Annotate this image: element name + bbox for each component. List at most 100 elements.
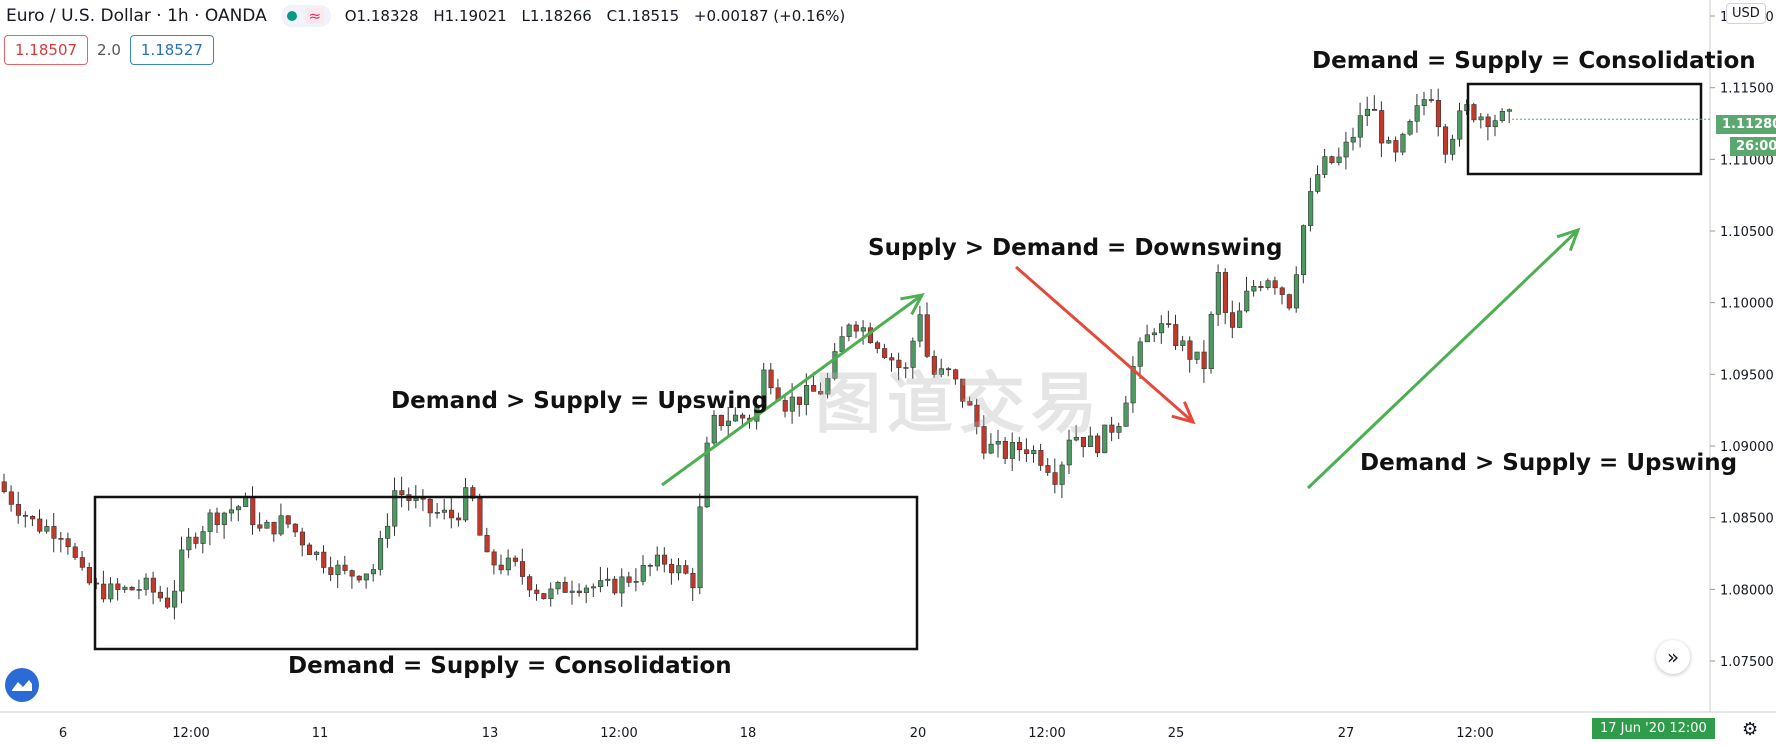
candle-body <box>392 490 398 527</box>
close-label: C <box>606 7 618 25</box>
tradingview-logo-icon[interactable] <box>5 668 39 702</box>
candle-body <box>1024 449 1030 454</box>
candle-body <box>1450 138 1456 155</box>
candle-body <box>683 565 689 574</box>
candle <box>1428 89 1434 103</box>
candle <box>250 486 256 535</box>
candle-body <box>65 538 71 548</box>
arrow-head <box>1556 227 1581 252</box>
candle <box>697 493 703 595</box>
candle <box>1421 91 1427 116</box>
scroll-to-realtime-button[interactable]: » <box>1656 640 1690 674</box>
candle <box>647 563 653 577</box>
candle-body <box>1109 424 1115 433</box>
sell-button[interactable]: 1.18507 <box>4 35 89 65</box>
candle <box>427 498 433 527</box>
candle-body <box>200 531 206 544</box>
candle-body <box>285 515 291 525</box>
candle <box>484 527 490 553</box>
candle-body <box>796 396 803 405</box>
candle-body <box>1208 314 1214 369</box>
price-tick-label: 1.11000 <box>1720 153 1774 168</box>
candle <box>995 429 1001 458</box>
gear-icon[interactable]: ⚙ <box>1742 719 1759 740</box>
candle <box>945 367 952 377</box>
candle <box>519 548 526 585</box>
candle-body <box>420 497 426 500</box>
low-label: L <box>521 7 530 25</box>
candle-body <box>1471 104 1477 121</box>
symbol-title[interactable]: Euro / U.S. Dollar · 1h · OANDA <box>6 6 267 26</box>
candle <box>186 527 192 558</box>
candle-body <box>619 576 625 594</box>
candle-body <box>108 583 114 600</box>
candle <box>136 579 142 600</box>
market-status-toggle[interactable]: ≈ <box>280 5 331 27</box>
candle <box>399 476 405 508</box>
candle <box>236 504 242 522</box>
candle <box>1443 123 1449 164</box>
price-tick-label: 1.08000 <box>1720 583 1774 598</box>
candle-body <box>903 367 909 369</box>
candle <box>1400 132 1406 156</box>
candle <box>967 396 973 406</box>
candle <box>612 576 618 595</box>
candle-body <box>434 512 440 514</box>
candle <box>725 407 732 438</box>
candle <box>1237 302 1243 329</box>
candle <box>1208 311 1214 374</box>
candle-body <box>448 509 455 519</box>
candle <box>1279 286 1285 305</box>
candle-body <box>569 590 575 593</box>
candle-body <box>1088 435 1094 447</box>
currency-button[interactable]: USD <box>1726 3 1766 24</box>
candle-body <box>321 551 327 568</box>
candle-body <box>626 576 632 583</box>
candle-body <box>534 589 540 594</box>
last-price-tag: 1.11280 <box>1716 115 1776 134</box>
candle <box>512 555 519 567</box>
candle-body <box>889 357 895 361</box>
candle <box>356 575 362 583</box>
candle <box>1293 266 1299 313</box>
candle-body <box>1499 110 1505 121</box>
candle <box>1364 96 1370 127</box>
candle <box>988 433 994 455</box>
consolidation-box-1 <box>93 495 919 651</box>
candle <box>1357 102 1363 148</box>
ohlc-readout: O1.18328 H1.19021 L1.18266 C1.18515 +0.0… <box>345 7 855 25</box>
candle <box>1080 437 1086 458</box>
candle <box>953 368 959 385</box>
candle <box>406 487 412 511</box>
candle-body <box>441 509 448 513</box>
candle <box>1 473 7 494</box>
candle-body <box>598 580 604 588</box>
candle <box>924 302 930 358</box>
candle-body <box>1322 156 1328 175</box>
annotation-consolidation-1: Demand = Supply = Consolidation <box>288 653 732 679</box>
candle <box>1215 264 1221 327</box>
trade-panel: 1.18507 2.0 1.18527 <box>4 35 214 65</box>
candle <box>917 305 923 348</box>
candle-body <box>306 544 313 555</box>
price-axis[interactable]: 1.07500 1.08000 1.08500 1.09000 1.09500 1.100… <box>1709 0 1774 712</box>
candle-body <box>115 583 121 590</box>
candle-body <box>818 391 824 395</box>
time-axis[interactable]: 6 12:00 11 13 12:00 18 20 12:00 25 27 12:00 <box>0 711 1776 741</box>
candle-body <box>477 498 483 536</box>
candle-body <box>491 551 497 566</box>
candle-body <box>101 583 107 600</box>
candle <box>1492 114 1498 137</box>
candle <box>37 509 43 534</box>
low-value: 1.18266 <box>529 7 592 25</box>
candle-body <box>193 536 199 544</box>
candle-body <box>519 561 526 577</box>
candle <box>846 323 852 342</box>
candle-body <box>612 578 618 594</box>
candle-body <box>250 496 256 526</box>
candle <box>768 362 774 395</box>
candle <box>1201 340 1207 383</box>
candle <box>590 583 597 597</box>
buy-button[interactable]: 1.18527 <box>129 35 214 65</box>
